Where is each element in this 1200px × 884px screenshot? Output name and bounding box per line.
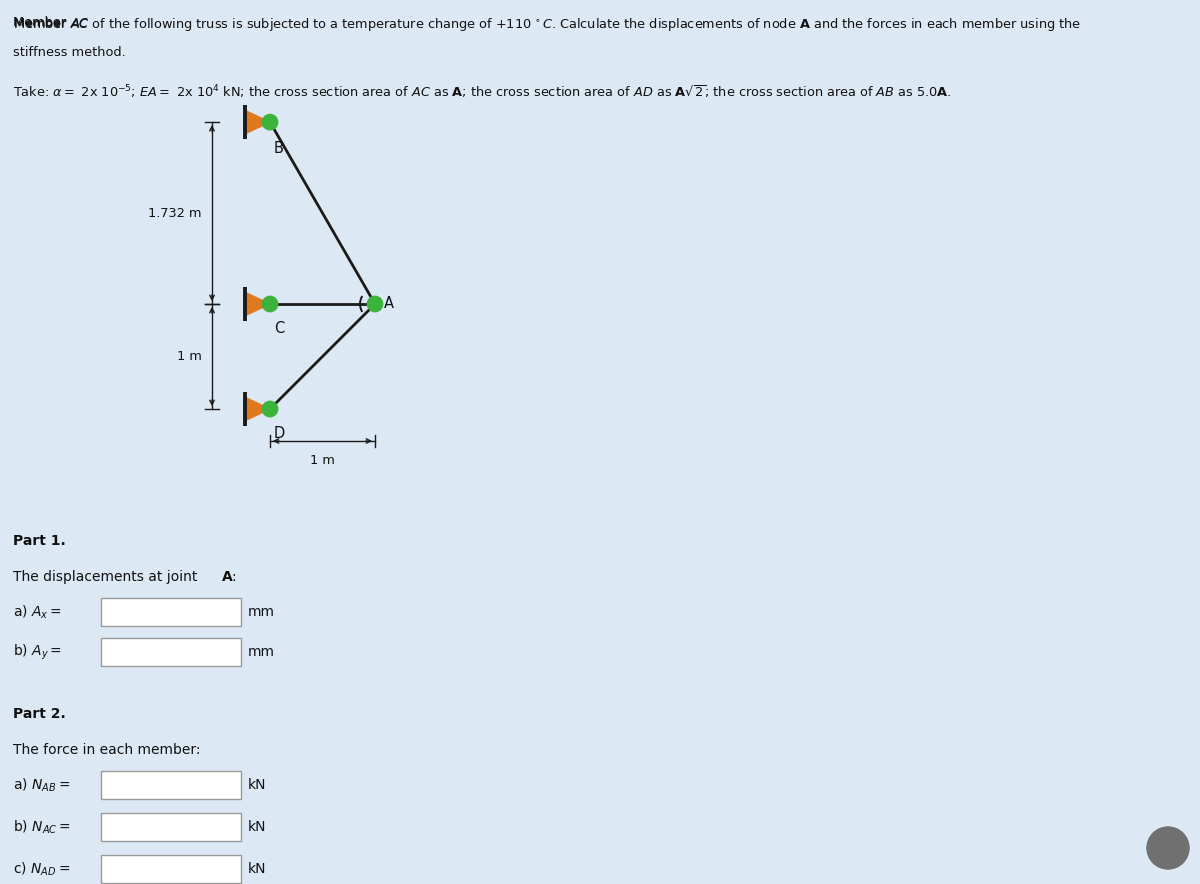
FancyBboxPatch shape <box>101 855 241 883</box>
Text: The force in each member:: The force in each member: <box>13 743 200 757</box>
Text: Part 2.: Part 2. <box>13 707 66 721</box>
Polygon shape <box>245 398 270 421</box>
Text: kN: kN <box>248 820 266 834</box>
Text: The displacements at joint: The displacements at joint <box>13 570 202 584</box>
Text: c) $N_{AD} =$: c) $N_{AD} =$ <box>13 860 70 878</box>
FancyBboxPatch shape <box>101 638 241 666</box>
FancyBboxPatch shape <box>101 598 241 626</box>
Polygon shape <box>245 110 270 133</box>
Text: C: C <box>274 321 284 336</box>
Text: 1 m: 1 m <box>310 454 335 467</box>
Text: a) $N_{AB} =$: a) $N_{AB} =$ <box>13 776 71 794</box>
Text: mm: mm <box>248 645 275 659</box>
Text: Take: $\alpha=$ 2x 10$^{-5}$; $\mathit{EA}=$ 2x 10$^4$ kN; the cross section are: Take: $\alpha=$ 2x 10$^{-5}$; $\mathit{E… <box>13 84 952 101</box>
Text: D: D <box>274 426 286 441</box>
Text: Member: Member <box>13 16 70 29</box>
Circle shape <box>367 296 383 312</box>
Text: kN: kN <box>248 862 266 876</box>
Text: Member $AC$: Member $AC$ <box>13 16 90 30</box>
Text: a) $A_x =$: a) $A_x =$ <box>13 603 61 621</box>
Text: mm: mm <box>248 605 275 619</box>
Polygon shape <box>245 293 270 316</box>
Text: Member $\mathit{AC}$ of the following truss is subjected to a temperature change: Member $\mathit{AC}$ of the following tr… <box>13 16 1081 33</box>
Text: kN: kN <box>248 778 266 792</box>
Text: b) $N_{AC} =$: b) $N_{AC} =$ <box>13 819 71 835</box>
Text: b) $A_y =$: b) $A_y =$ <box>13 643 62 661</box>
Text: A: A <box>384 296 394 311</box>
Circle shape <box>1147 827 1189 869</box>
Text: 1.732 m: 1.732 m <box>149 207 202 219</box>
Text: Part 1.: Part 1. <box>13 534 66 548</box>
Text: stiffness method.: stiffness method. <box>13 46 126 59</box>
Text: B: B <box>274 141 284 156</box>
Circle shape <box>263 401 277 416</box>
Circle shape <box>263 114 277 130</box>
Text: $\mathbf{A}$:: $\mathbf{A}$: <box>221 570 236 584</box>
FancyBboxPatch shape <box>101 813 241 841</box>
FancyBboxPatch shape <box>101 771 241 799</box>
Circle shape <box>263 296 277 312</box>
Text: 1 m: 1 m <box>178 350 202 363</box>
